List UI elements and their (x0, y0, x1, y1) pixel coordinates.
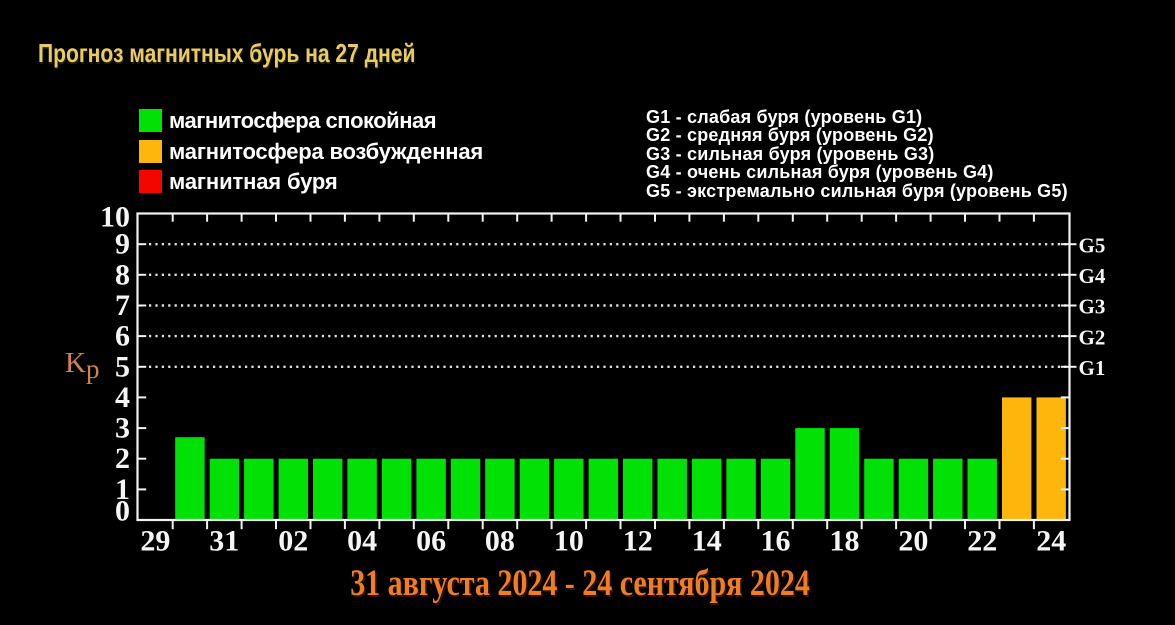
svg-text:24: 24 (1036, 525, 1066, 558)
svg-text:10: 10 (100, 201, 130, 234)
svg-text:9: 9 (115, 228, 130, 261)
svg-text:Kp: Kp (65, 347, 99, 384)
svg-text:G2: G2 (1079, 325, 1106, 349)
svg-text:3: 3 (115, 412, 130, 445)
svg-text:14: 14 (692, 525, 722, 558)
svg-text:1: 1 (115, 473, 130, 506)
svg-text:7: 7 (115, 289, 130, 322)
svg-text:29: 29 (140, 525, 170, 558)
svg-text:10: 10 (554, 525, 584, 558)
svg-text:20: 20 (898, 525, 928, 558)
svg-text:12: 12 (623, 525, 653, 558)
svg-text:G5: G5 (1079, 233, 1106, 257)
svg-text:18: 18 (830, 525, 860, 558)
svg-text:02: 02 (278, 525, 308, 558)
svg-text:6: 6 (115, 320, 130, 353)
svg-text:5: 5 (115, 350, 130, 383)
svg-text:06: 06 (416, 525, 446, 558)
svg-text:04: 04 (347, 525, 377, 558)
svg-text:22: 22 (967, 525, 997, 558)
svg-text:G3: G3 (1079, 295, 1106, 319)
svg-text:2: 2 (115, 442, 130, 475)
svg-text:0: 0 (115, 495, 130, 528)
svg-text:G4: G4 (1079, 264, 1106, 288)
svg-text:31: 31 (209, 525, 239, 558)
svg-text:16: 16 (761, 525, 791, 558)
svg-text:G1: G1 (1079, 356, 1106, 380)
svg-text:08: 08 (485, 525, 515, 558)
svg-text:8: 8 (115, 258, 130, 291)
svg-text:4: 4 (115, 381, 130, 414)
